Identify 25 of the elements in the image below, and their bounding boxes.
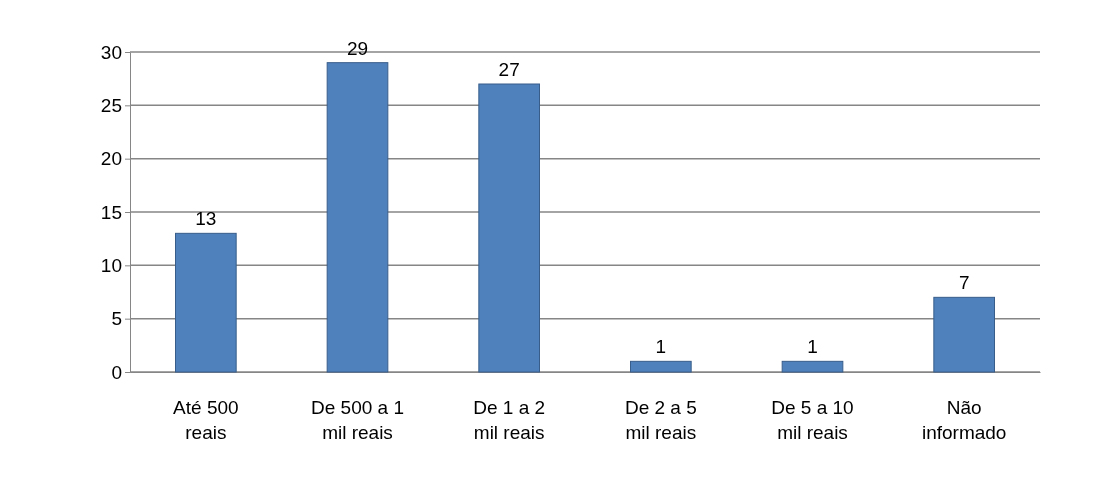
y-tick-label: 15	[100, 201, 122, 223]
bar	[630, 360, 692, 373]
data-label: 29	[346, 37, 369, 59]
x-tick-label: Não informado	[921, 397, 1007, 444]
data-label: 1	[655, 336, 667, 358]
x-tick-label: De 2 a 5 mil reais	[624, 397, 697, 444]
bar	[933, 296, 995, 373]
x-tick-label: De 5 a 10 mil reais	[771, 397, 854, 444]
bar	[175, 232, 237, 373]
data-label: 1	[807, 336, 818, 358]
y-tick-label: 20	[100, 148, 122, 170]
bar	[478, 83, 540, 373]
y-tick-label: 0	[111, 361, 122, 383]
y-tick-label: 30	[100, 41, 122, 63]
data-label: 7	[958, 272, 970, 294]
data-label: 13	[195, 208, 217, 230]
y-tick-label: 25	[100, 94, 122, 116]
y-tick-label: 10	[100, 254, 122, 276]
bar	[781, 360, 844, 373]
data-label: 27	[498, 59, 520, 80]
x-tick-label: Até 500 reais	[173, 397, 239, 444]
bar	[326, 62, 389, 373]
x-tick-label: De 500 a 1 mil reais	[311, 397, 404, 444]
x-tick-label: De 1 a 2 mil reais	[473, 397, 546, 444]
y-tick-label: 5	[111, 308, 122, 330]
